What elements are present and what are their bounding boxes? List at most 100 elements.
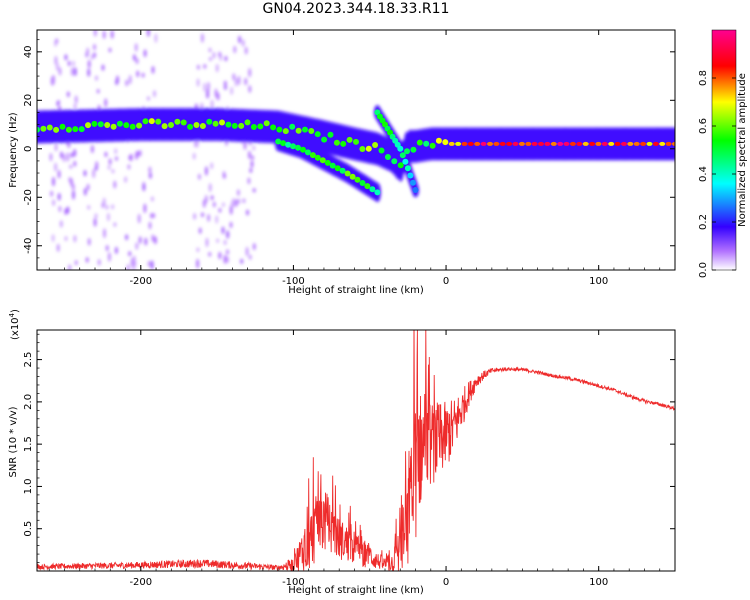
track-core: [263, 120, 270, 127]
track-core: [314, 154, 321, 161]
track-core: [314, 131, 321, 138]
noise-speckle: [87, 238, 91, 246]
noise-speckle: [248, 254, 252, 260]
track-core: [402, 158, 409, 165]
noise-speckle: [245, 246, 249, 257]
track-core: [410, 179, 416, 186]
noise-speckle: [107, 252, 111, 262]
colorbar-tick-label: 0.6: [698, 118, 709, 134]
track-core: [174, 118, 181, 125]
track-core: [349, 173, 356, 180]
noise-speckle: [68, 264, 72, 270]
noise-speckle: [246, 209, 249, 216]
track-core: [354, 176, 361, 183]
track-core: [493, 141, 500, 146]
track-core: [378, 147, 385, 154]
noise-speckle: [204, 166, 208, 176]
noise-speckle: [66, 206, 70, 214]
track-core: [374, 189, 381, 196]
x-tick-label: -200: [129, 276, 152, 287]
y-tick-label: 2.5: [23, 352, 34, 368]
spectrogram-heatmap: [37, 30, 675, 270]
noise-speckle: [128, 74, 132, 85]
noise-speckle: [238, 35, 242, 44]
track-core: [321, 136, 328, 143]
noise-speckle: [72, 190, 75, 200]
track-core: [410, 146, 417, 153]
chart-title: GN04.2023.344.18.33.R11: [262, 1, 450, 17]
noise-speckle: [94, 213, 98, 219]
noise-speckle: [106, 212, 110, 222]
noise-speckle: [86, 183, 90, 191]
noise-speckle: [135, 151, 138, 160]
noise-speckle: [133, 260, 137, 267]
noise-speckle: [250, 160, 254, 168]
track-core: [59, 123, 66, 130]
track-core: [142, 118, 149, 125]
noise-speckle: [240, 258, 244, 264]
noise-speckle: [143, 49, 147, 58]
noise-speckle: [93, 30, 97, 37]
colorbar-ticks: 0.0 0.2 0.4 0.6 0.8: [698, 70, 736, 278]
track-core: [397, 162, 404, 169]
noise-speckle: [93, 43, 96, 51]
track-core: [40, 125, 47, 132]
snr-panel: -200 -100 0 100 0.5 1.0 1.5 2.0 2.5 Height of st…: [8, 309, 676, 596]
track-core: [206, 118, 213, 125]
noise-speckle: [54, 162, 58, 172]
track-core: [290, 143, 296, 150]
noise-speckle: [221, 226, 225, 235]
noise-speckle: [222, 173, 226, 179]
noise-speckle: [153, 236, 157, 245]
colorbar-tick-label: 0.2: [698, 214, 709, 230]
noise-speckle: [144, 237, 148, 246]
colorbar-tick-label: 0.4: [698, 166, 709, 182]
x-tick-label: 0: [443, 577, 449, 588]
track-core: [359, 146, 366, 152]
track-core: [123, 122, 130, 129]
track-core: [225, 121, 232, 128]
track-core: [275, 138, 282, 145]
x-tick-label: -200: [129, 577, 152, 588]
track-core: [595, 141, 602, 146]
noise-speckle: [252, 188, 256, 193]
noise-speckle: [71, 183, 75, 191]
noise-speckle: [193, 213, 197, 220]
track-core: [448, 141, 455, 146]
noise-speckle: [64, 236, 68, 242]
noise-speckle: [232, 73, 236, 81]
noise-speckle: [223, 254, 227, 264]
track-core: [512, 141, 519, 146]
noise-speckle: [135, 242, 139, 250]
track-core: [621, 141, 627, 146]
noise-speckle: [247, 177, 251, 185]
track-core: [136, 122, 143, 129]
track-core: [309, 152, 316, 159]
track-core: [429, 142, 436, 149]
spectrogram-y-axis-label: Frequency (Hz): [8, 112, 19, 188]
noise-speckle: [151, 234, 155, 242]
track-core: [116, 120, 123, 127]
noise-speckle: [202, 199, 206, 208]
noise-speckle: [138, 150, 142, 157]
track-core: [487, 141, 493, 146]
noise-speckle: [243, 140, 247, 150]
snr-series: [37, 330, 675, 571]
noise-speckle: [208, 47, 212, 53]
noise-speckle: [73, 235, 77, 243]
noise-speckle: [127, 164, 131, 170]
noise-speckle: [234, 199, 238, 207]
track-core: [289, 123, 296, 130]
noise-speckle: [147, 260, 151, 267]
noise-speckle: [54, 55, 58, 65]
track-core: [364, 183, 371, 190]
track-core: [627, 141, 634, 146]
track-core: [244, 119, 251, 126]
track-core: [569, 141, 576, 146]
track-core: [308, 128, 315, 134]
noise-speckle: [234, 77, 238, 87]
noise-speckle: [249, 168, 253, 173]
colorbar-label: Normalized spectral amplitude: [737, 73, 748, 227]
track-core: [659, 141, 666, 146]
noise-speckle: [203, 82, 207, 93]
